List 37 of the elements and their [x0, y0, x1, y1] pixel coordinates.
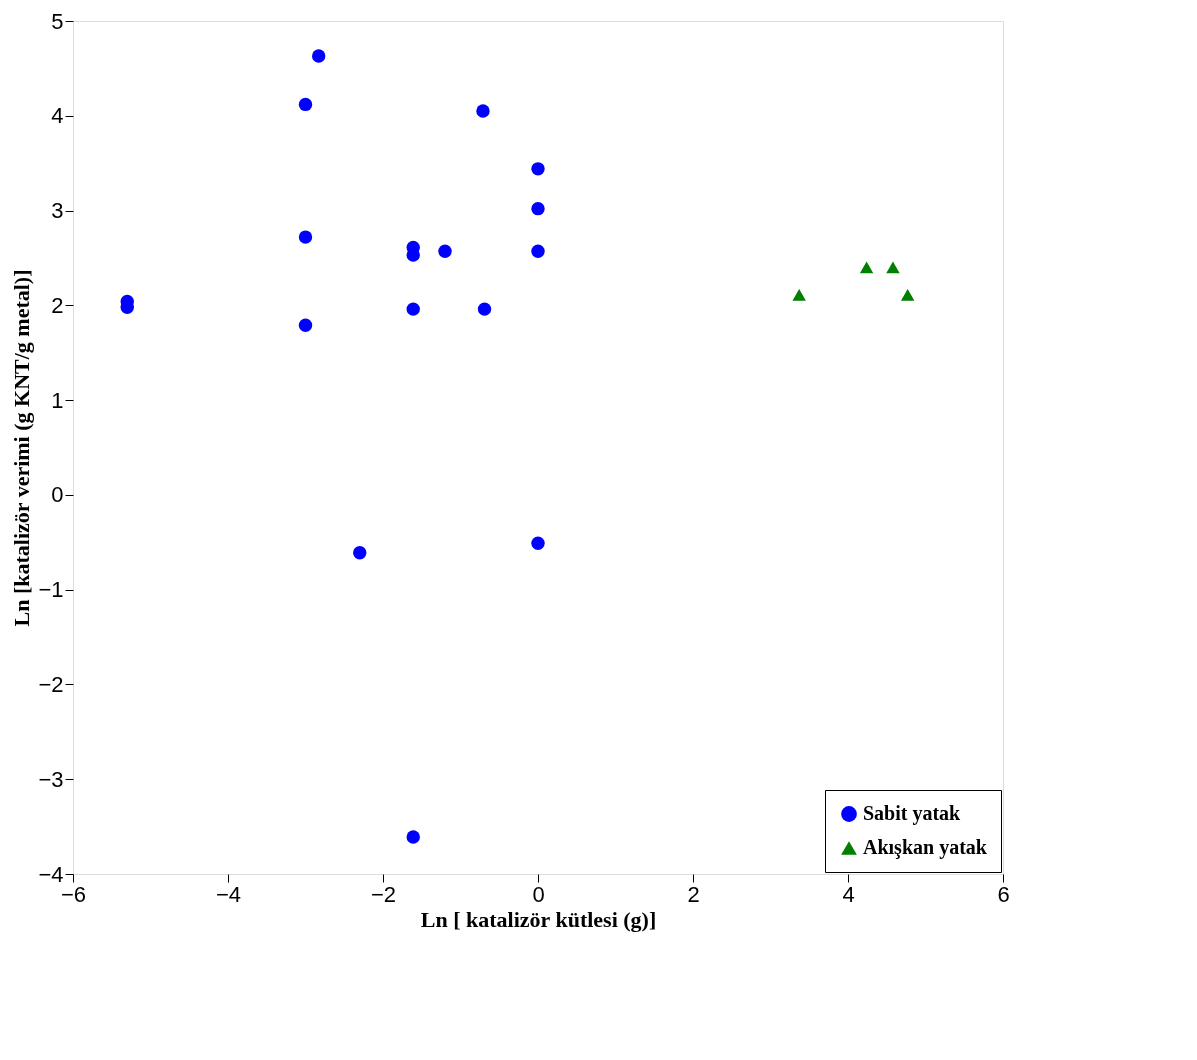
- point: [311, 49, 326, 63]
- point: [406, 830, 420, 844]
- x-tick-label: 2: [687, 881, 700, 907]
- point: [792, 289, 806, 301]
- y-tick-label: 5: [51, 8, 64, 34]
- point: [900, 289, 915, 301]
- x-tick-label: −4: [215, 881, 242, 907]
- point: [298, 230, 313, 244]
- point: [477, 302, 492, 316]
- y-tick-label: −1: [38, 577, 64, 603]
- y-tick-label: −3: [38, 766, 64, 792]
- point: [298, 97, 313, 112]
- y-tick-label: 1: [51, 387, 64, 413]
- point: [353, 546, 367, 560]
- y-tick-label: 0: [51, 482, 64, 508]
- point: [531, 244, 545, 258]
- y-axis-title: Ln [katalizör verimi (g KNT/g metal)]: [9, 269, 35, 627]
- legend-label: Akışkan yatak: [863, 836, 988, 859]
- point: [406, 302, 420, 316]
- legend-label: Sabit yatak: [863, 802, 962, 825]
- x-tick-label: 4: [842, 881, 855, 907]
- x-tick-label: 6: [997, 881, 1010, 907]
- point: [476, 104, 490, 118]
- point: [438, 244, 452, 258]
- point: [531, 162, 545, 176]
- point: [531, 536, 545, 550]
- x-axis-title: Ln [ katalizör kütlesi (g)]: [420, 906, 657, 932]
- x-tick-label: −2: [370, 881, 397, 907]
- x-tick-label: 0: [532, 881, 545, 907]
- point: [859, 261, 874, 274]
- y-tick-label: 2: [51, 292, 64, 318]
- y-tick-label: 3: [51, 198, 64, 224]
- point: [531, 201, 545, 216]
- point: [886, 261, 900, 274]
- y-tick-label: −2: [38, 671, 64, 697]
- point: [298, 318, 313, 332]
- y-tick-label: 4: [51, 103, 64, 129]
